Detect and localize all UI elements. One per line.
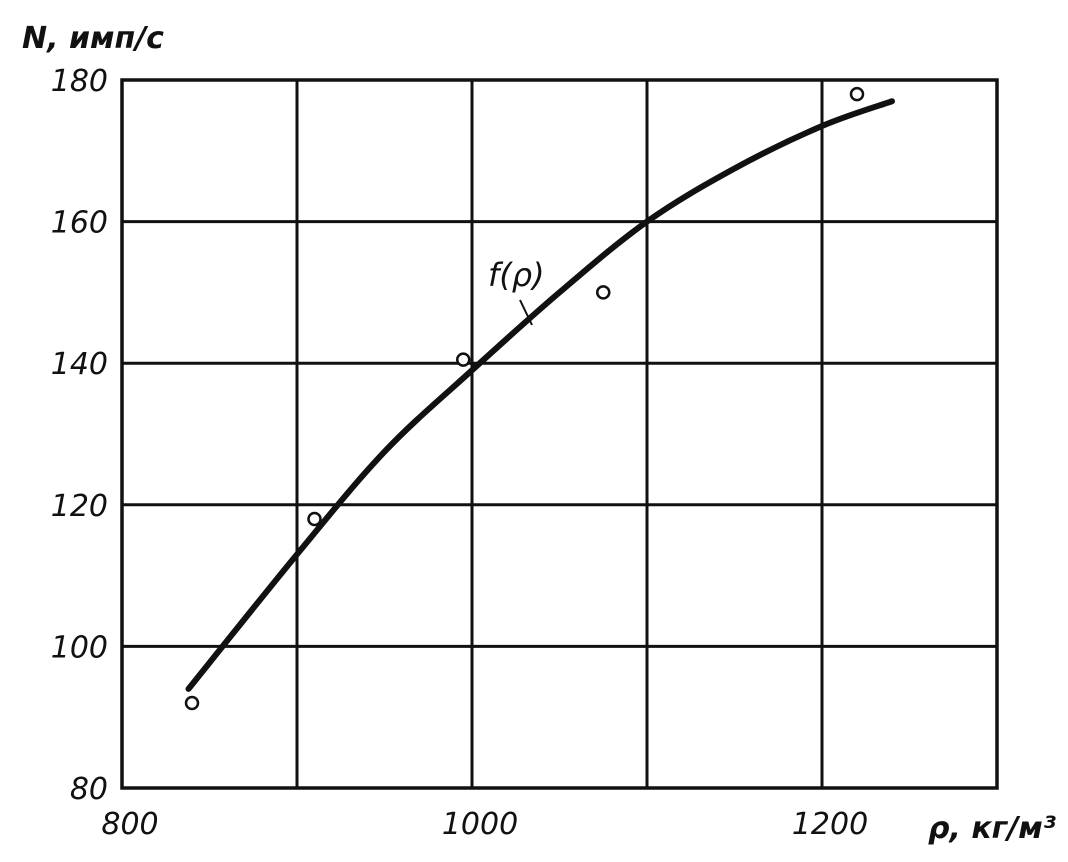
y-tick-label: 120: [51, 489, 108, 524]
data-point: [456, 352, 471, 367]
y-tick-label: 160: [51, 206, 108, 241]
x-tick-label: 800: [101, 807, 158, 842]
data-point: [849, 86, 865, 102]
fit-curve-layer: [185, 98, 895, 692]
fit-curve-label-leader: [519, 299, 533, 326]
plot-border: [120, 78, 999, 790]
data-point: [184, 695, 200, 711]
x-axis-label: ρ, кг/м³: [928, 811, 1056, 846]
data-point: [307, 511, 322, 527]
fit-curve-line: [185, 98, 895, 692]
y-tick-label: 80: [70, 772, 108, 807]
y-tick-label: 140: [51, 347, 108, 382]
data-point: [596, 285, 611, 300]
plot-frame: [120, 78, 999, 790]
x-tick-label: 1200: [792, 807, 868, 842]
tick-labels-layer: 80 100 120 140 160 180 800 1000 1200: [51, 64, 868, 842]
y-tick-label: 180: [51, 64, 108, 99]
x-tick-label: 1000: [442, 807, 518, 842]
data-points-layer: [184, 86, 865, 711]
y-axis-label: N, имп/с: [22, 21, 164, 56]
y-tick-label: 100: [51, 630, 108, 665]
grid: [122, 80, 997, 788]
fit-curve-label: f(ρ): [488, 256, 545, 294]
